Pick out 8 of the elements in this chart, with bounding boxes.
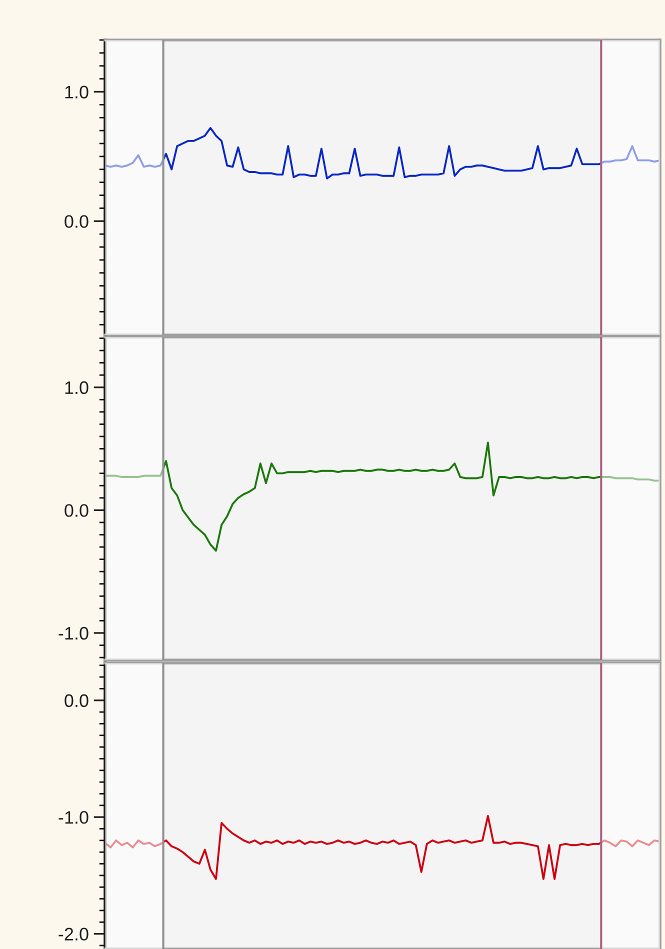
y-tick-label: -1.0: [58, 811, 88, 824]
y-tick-label: 0.0: [64, 215, 88, 228]
y-tick-label: -1.0: [58, 626, 88, 640]
y-tick-label: 0.0: [64, 504, 88, 517]
y-tick-label: 1.0: [65, 86, 88, 98]
y-tick-label: 1.0: [65, 381, 88, 394]
y-tick-label: 0.0: [64, 694, 88, 708]
y-tick-label: -2.0: [58, 928, 88, 941]
